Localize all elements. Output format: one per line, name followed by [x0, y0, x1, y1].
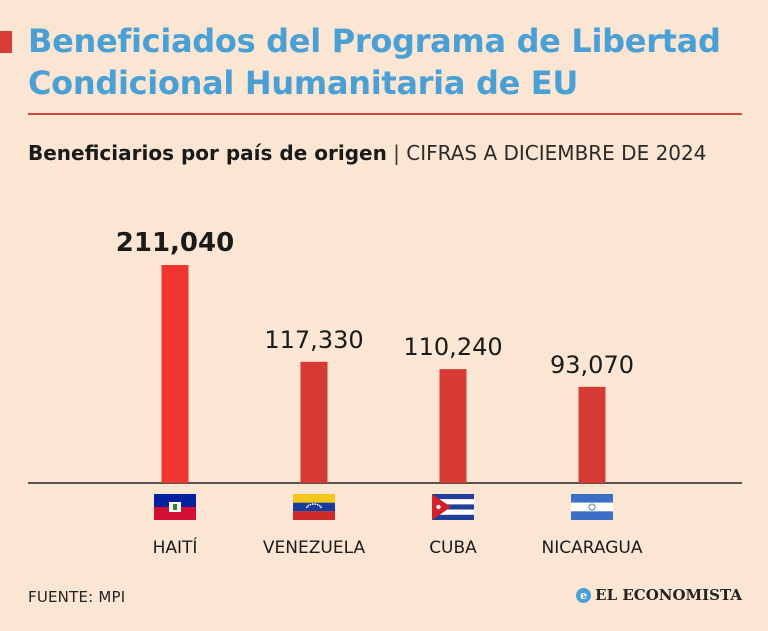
brand-logo: e EL ECONOMISTA — [576, 586, 742, 604]
haiti-flag-icon — [154, 494, 196, 520]
data-label-2: 110,240 — [403, 333, 502, 361]
e-logo-icon: e — [576, 587, 592, 603]
chart-subtitle: Beneficiarios por país de origen | CIFRA… — [28, 138, 748, 169]
subtitle-separator: | — [393, 141, 400, 165]
accent-mark — [0, 31, 12, 53]
subtitle-main: Beneficiarios por país de origen — [28, 141, 387, 165]
bar-2 — [439, 369, 467, 483]
brand-name: EL ECONOMISTA — [595, 586, 742, 604]
data-label-1: 117,330 — [264, 326, 363, 354]
chart-title: Beneficiados del Programa de Libertad Co… — [28, 22, 721, 102]
bar-3 — [578, 386, 606, 483]
source-note: FUENTE: MPI — [28, 588, 126, 606]
title-divider — [28, 113, 742, 115]
bar-1 — [300, 361, 328, 483]
venezuela-flag-icon — [293, 494, 335, 520]
category-label-3: NICARAGUA — [542, 538, 643, 558]
category-label-1: VENEZUELA — [263, 538, 366, 558]
data-label-3: 93,070 — [550, 351, 634, 379]
data-label-0: 211,040 — [116, 228, 234, 258]
subtitle-note: CIFRAS A DICIEMBRE DE 2024 — [406, 141, 707, 165]
nicaragua-flag-icon — [571, 494, 613, 520]
category-label-2: CUBA — [429, 538, 477, 558]
category-label-0: HAITÍ — [153, 536, 198, 558]
bar-0 — [161, 265, 189, 483]
cuba-flag-icon — [432, 494, 474, 520]
